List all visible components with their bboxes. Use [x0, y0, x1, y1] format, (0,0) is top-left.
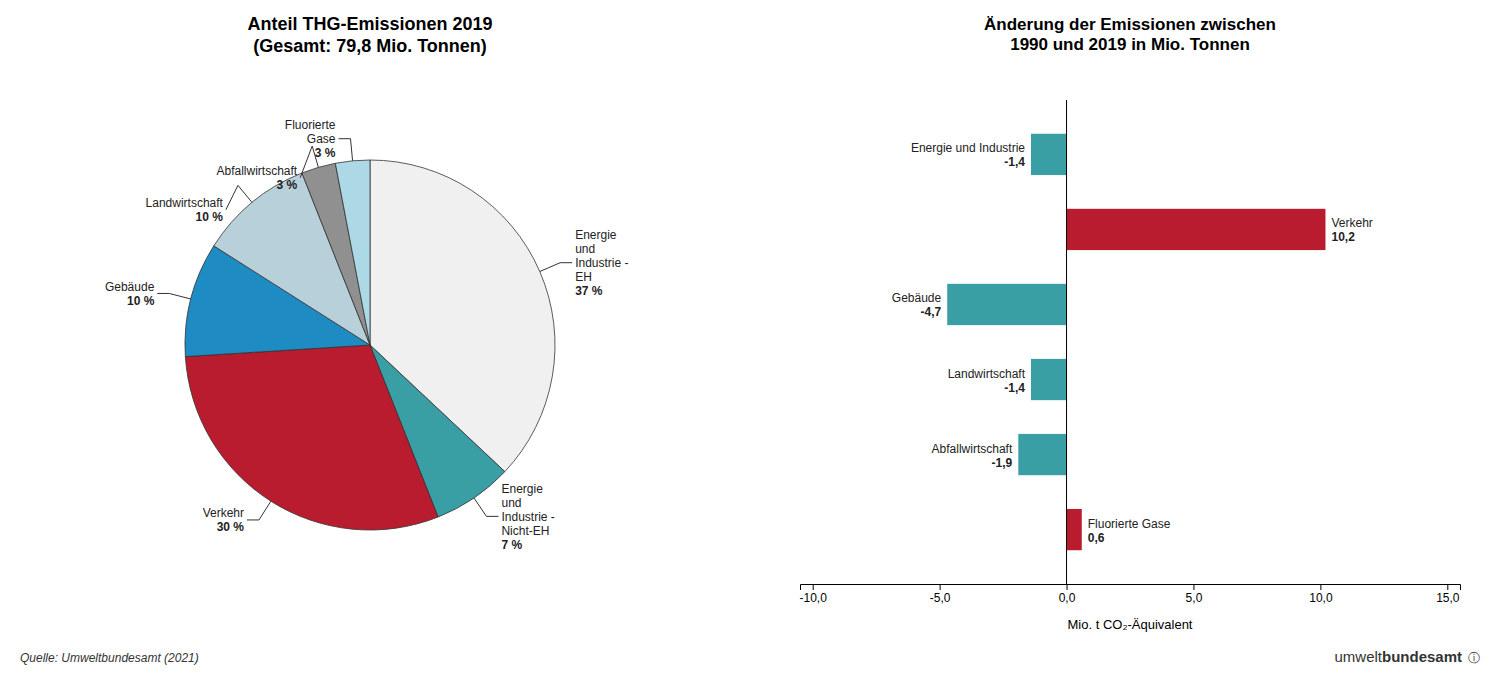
slice-label: Landwirtschaft10 %	[146, 196, 224, 224]
bar-category: Energie und Industrie	[911, 141, 1025, 155]
leader-line	[474, 498, 498, 516]
slice-category: Gebäude	[105, 280, 155, 294]
bar-category: Gebäude	[892, 291, 942, 305]
x-tick-mark	[940, 584, 941, 590]
x-axis: -10,0 -5,0 0,0 5,0 10,0 15,0	[800, 584, 1461, 605]
bar-label: Abfallwirtschaft-1,9	[932, 442, 1013, 470]
leader-line	[157, 293, 191, 299]
x-axis-line	[801, 585, 1461, 591]
bar-value: -4,7	[921, 305, 942, 319]
slice-category: Landwirtschaft	[146, 196, 224, 210]
title: Anteil THG-Emissionen 2019(Gesamt: 79,8 …	[247, 14, 492, 56]
x-tick: 5,0	[1186, 584, 1203, 605]
slice-value: 30 %	[217, 520, 245, 534]
logo-part: ⓘ	[1468, 651, 1480, 665]
bar-label: Landwirtschaft-1,4	[948, 367, 1026, 395]
slice-value: 37 %	[575, 284, 603, 298]
pie-chart: Anteil THG-Emissionen 2019(Gesamt: 79,8 …	[105, 14, 629, 552]
bar-label: Energie und Industrie-1,4	[911, 141, 1025, 169]
bar-value: 10,2	[1331, 230, 1355, 244]
slice-label: FluorierteGase3 %	[285, 118, 336, 160]
slice-label: Verkehr30 %	[203, 506, 245, 534]
logo-part: bundesamt	[1382, 648, 1462, 665]
x-tick-label: -10,0	[800, 591, 828, 605]
pie-slice	[185, 345, 438, 530]
slice-category: Verkehr	[203, 506, 244, 520]
logo: umweltbundesamt ⓘ	[1334, 648, 1480, 665]
x-axis-title: Mio. t CO₂-Äquivalent	[1068, 617, 1193, 632]
x-tick-mark	[1193, 584, 1194, 590]
bar-category: Landwirtschaft	[948, 367, 1026, 381]
x-tick-label: 0,0	[1059, 591, 1076, 605]
bar-labels: Fluorierte Gase0,6 Abfallwirtschaft-1,9 La…	[892, 141, 1373, 544]
x-tick-mark	[1447, 584, 1448, 590]
bar-category: Verkehr	[1331, 216, 1372, 230]
source-note: Quelle: Umweltbundesamt (2021)	[20, 651, 199, 665]
bar	[1067, 209, 1326, 250]
leader-line	[540, 263, 572, 272]
bar	[1067, 509, 1082, 550]
x-tick: -5,0	[930, 584, 951, 605]
x-tick: 15,0	[1436, 584, 1460, 605]
x-tick-mark	[1320, 584, 1321, 590]
bar-value: -1,4	[1004, 155, 1025, 169]
x-tick-label: 5,0	[1186, 591, 1203, 605]
x-tick: 0,0	[1059, 584, 1076, 605]
slice-label: Gebäude10 %	[105, 280, 155, 308]
slice-value: 10 %	[127, 294, 155, 308]
x-tick-mark	[1067, 584, 1068, 590]
slice-category: Abfallwirtschaft	[216, 164, 297, 178]
slice-value: 3 %	[315, 146, 336, 160]
slice-value: 7 %	[501, 538, 522, 552]
slice-value: 10 %	[196, 210, 224, 224]
bar	[947, 284, 1066, 325]
leader-line	[339, 139, 353, 161]
slice-value: 3 %	[277, 178, 298, 192]
pie-slice	[335, 160, 370, 345]
bar-category: Fluorierte Gase	[1088, 517, 1171, 531]
slice-label: Abfallwirtschaft3 %	[216, 164, 297, 192]
slice-category: EnergieundIndustrie -Nicht-EH	[501, 482, 554, 538]
x-tick-label: -5,0	[930, 591, 951, 605]
bar-value: -1,4	[1004, 381, 1025, 395]
title: Änderung der Emissionen zwischen1990 und…	[984, 15, 1276, 54]
x-tick-label: 10,0	[1309, 591, 1333, 605]
bar-value: -1,9	[992, 456, 1013, 470]
bars	[947, 134, 1325, 550]
bar	[1031, 359, 1067, 400]
leader-line	[247, 501, 271, 520]
chart-canvas: Anteil THG-Emissionen 2019(Gesamt: 79,8 …	[0, 0, 1500, 674]
bar-label: Fluorierte Gase0,6	[1088, 517, 1171, 545]
logo-part: umwelt	[1334, 648, 1382, 665]
x-tick-mark	[813, 584, 814, 590]
bar	[1018, 434, 1066, 475]
bar-category: Abfallwirtschaft	[932, 442, 1013, 456]
bar-label: Gebäude-4,7	[892, 291, 942, 319]
bar-value: 0,6	[1088, 531, 1105, 545]
bar-chart: Änderung der Emissionen zwischen1990 und…	[800, 15, 1461, 632]
x-tick: -10,0	[800, 584, 828, 605]
slice-category: FluorierteGase	[285, 118, 336, 146]
zero-line	[1066, 100, 1067, 584]
x-tick-label: 15,0	[1436, 591, 1460, 605]
slice-label: EnergieundIndustrie -Nicht-EH7 %	[501, 482, 554, 552]
slice-label: EnergieundIndustrie -EH37 %	[575, 228, 628, 298]
bar-label: Verkehr10,2	[1331, 216, 1372, 244]
slice-category: EnergieundIndustrie -EH	[575, 228, 628, 284]
bar	[1031, 134, 1067, 175]
leader-line	[226, 185, 252, 209]
x-tick: 10,0	[1309, 584, 1333, 605]
